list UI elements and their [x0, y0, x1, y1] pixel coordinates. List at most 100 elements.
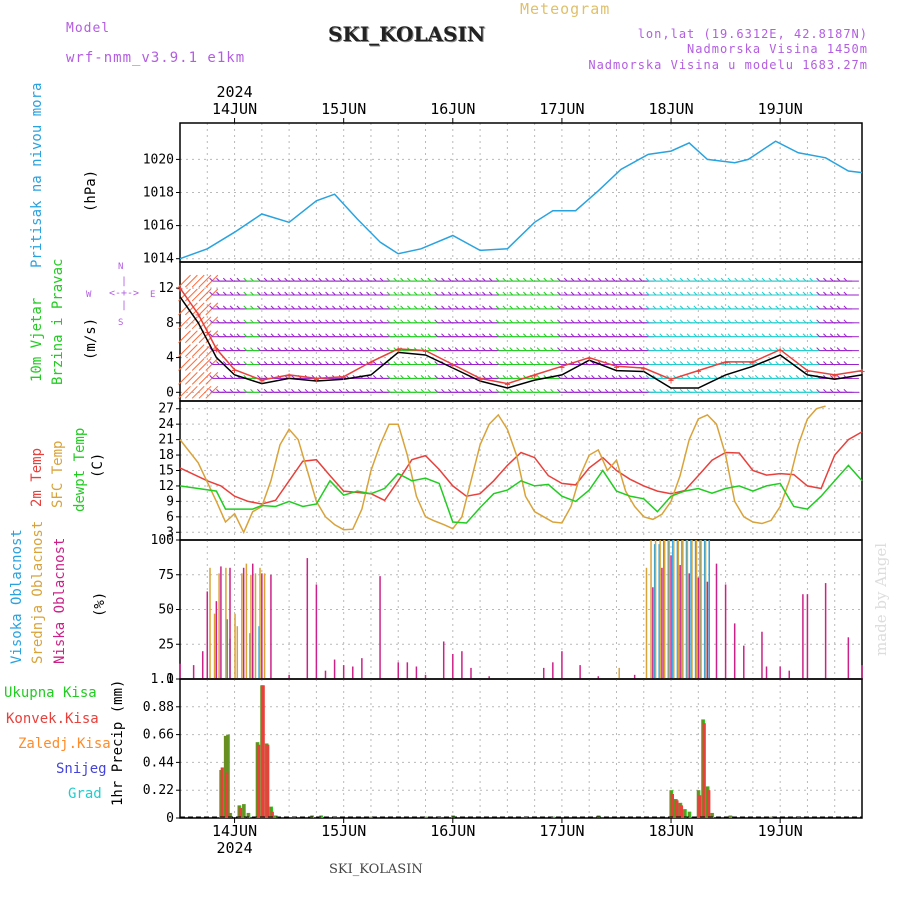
wind-barb	[468, 347, 473, 351]
wind-barb	[557, 305, 561, 310]
wind-barb	[243, 347, 248, 351]
wind-barb	[591, 277, 595, 282]
gust-marker: +	[804, 367, 810, 378]
wind-barb	[270, 305, 275, 310]
wind-barb	[577, 319, 582, 324]
wind-barb	[372, 388, 377, 393]
wind-barb	[191, 344, 205, 357]
wind-barb	[563, 305, 568, 310]
wind-barb	[359, 319, 364, 324]
wind-barb	[782, 305, 786, 310]
wind-barb	[413, 277, 418, 282]
wind-barb	[198, 358, 212, 371]
wind-barb	[625, 319, 630, 324]
wind-barb	[557, 361, 561, 365]
wind-barb	[332, 333, 336, 338]
wind-barb	[754, 347, 759, 351]
wind-barb	[270, 277, 275, 282]
wind-barb	[618, 361, 623, 365]
wind-barb	[461, 375, 466, 379]
wind-barb	[318, 291, 323, 296]
wind-barb	[720, 347, 725, 351]
wind-barb	[263, 291, 268, 296]
wind-barb	[754, 333, 759, 338]
wind-barb	[345, 388, 350, 393]
wind-barb	[611, 375, 616, 379]
wind-barb	[775, 305, 780, 310]
wind-barb	[713, 388, 718, 393]
wind-barb	[638, 277, 643, 282]
wind-barb	[761, 333, 766, 338]
wind-barb	[386, 347, 391, 351]
wind-barb	[563, 388, 568, 393]
wind-barb	[400, 291, 404, 296]
wind-barb	[543, 319, 548, 324]
wind-barb	[823, 319, 827, 324]
wind-barb	[604, 347, 609, 351]
wind-barb	[291, 277, 295, 282]
wind-barb	[809, 388, 814, 393]
wind-barb	[707, 347, 711, 351]
wind-barb	[775, 361, 780, 365]
wind-barb	[447, 277, 452, 282]
wind-barb	[495, 361, 500, 365]
wind-barb	[434, 333, 439, 338]
wind-barb	[775, 388, 780, 393]
compass-w: W	[86, 290, 92, 300]
wind-barb	[461, 333, 466, 338]
wind-barb	[509, 361, 514, 365]
wind-barb	[185, 274, 198, 288]
wind-barb	[829, 277, 834, 282]
wind-barb	[250, 291, 254, 296]
wind-barb	[209, 319, 214, 324]
wind-barb	[236, 347, 241, 351]
wind-barb	[229, 347, 234, 351]
ytick-label: 8	[166, 316, 174, 331]
wind-barb	[802, 319, 807, 324]
wind-barb	[338, 361, 343, 365]
model-value: wrf-nmm_v3.9.1 e1km	[66, 50, 246, 66]
wind-barb	[209, 277, 214, 282]
wind-barb	[311, 361, 316, 365]
wind-barb	[468, 361, 473, 365]
wind-barb	[318, 361, 323, 365]
wind-barb	[741, 333, 745, 338]
wind-barb	[191, 274, 205, 288]
wind-barb	[829, 333, 834, 338]
gust-marker: +	[559, 362, 565, 373]
wind-barb	[427, 277, 432, 282]
wind-barb	[625, 388, 630, 393]
panel-frame	[179, 678, 863, 819]
wind-barb	[250, 305, 254, 310]
wind-barb	[748, 333, 752, 338]
wind-barb	[198, 274, 212, 288]
wind-barb	[632, 291, 636, 296]
wind-barb	[263, 388, 268, 393]
wind-barb	[482, 277, 486, 282]
wind-barb	[577, 347, 582, 351]
wind-barb	[707, 388, 711, 393]
wind-barb	[734, 277, 739, 282]
wind-barb	[693, 305, 698, 310]
wind-barb	[543, 347, 548, 351]
precip-bar	[225, 772, 229, 818]
wind-barb	[400, 333, 404, 338]
wind-barb	[707, 305, 711, 310]
wind-barb	[611, 305, 616, 310]
ytick-label: 0	[166, 385, 174, 400]
wind-barb	[243, 388, 248, 393]
wind-barb	[645, 347, 650, 351]
wind-barb	[393, 361, 398, 365]
wind-barb	[720, 319, 725, 324]
wind-barb	[434, 277, 439, 282]
wind-barb	[570, 347, 575, 351]
wind-barb	[468, 333, 473, 338]
wind-barb	[407, 388, 411, 393]
wind-barb	[427, 347, 432, 351]
wind-barb	[366, 305, 370, 310]
wind-barb	[311, 291, 316, 296]
wind-barb	[304, 388, 309, 393]
wind-barb	[178, 316, 191, 330]
wind-barb	[638, 361, 643, 365]
ytick-label: 9	[166, 494, 174, 509]
